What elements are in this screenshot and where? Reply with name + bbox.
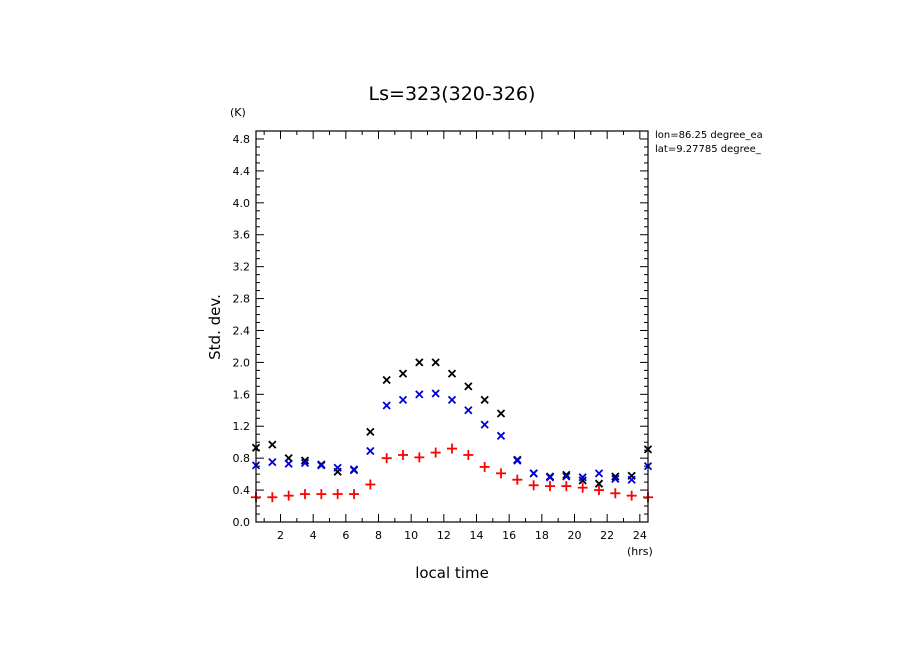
data-point [594,485,604,496]
data-point [577,482,588,493]
plot-frame [255,130,649,523]
data-point [382,375,391,385]
data-point [529,469,538,478]
data-point [480,420,489,429]
data-point [398,395,408,405]
data-point [447,443,457,454]
y-tick-label: 0.0 [233,516,251,529]
data-point [366,427,375,436]
data-point [480,395,489,405]
data-point [316,489,327,500]
data-point [333,463,342,472]
data-point [447,395,457,405]
data-point [268,440,277,449]
annotation-lon: lon=86.25 degree_ea [655,130,763,141]
data-point [349,489,359,500]
data-point [415,358,424,367]
y-tick-label: 4.0 [233,197,251,210]
data-point [431,389,440,398]
data-point [283,490,294,501]
x-tick-label: 12 [437,529,451,542]
marks-layer [251,358,653,503]
data-point [382,401,391,410]
y-tick-label: 4.4 [233,165,251,178]
data-point [431,358,440,367]
x-tick-label: 14 [470,529,484,542]
x-tick-label: 22 [600,529,614,542]
data-point [479,461,490,472]
data-point [381,453,392,464]
data-point [594,479,604,488]
y-tick-label: 0.4 [233,484,251,497]
x-tick-label: 10 [404,529,418,542]
data-point [513,456,522,465]
data-point [300,489,310,500]
data-point [610,488,621,499]
data-point [300,456,310,465]
data-point [332,489,343,500]
y-tick-label: 2.8 [233,293,251,306]
data-point [464,406,473,415]
data-point [463,449,474,460]
data-point [562,470,571,480]
x-tick-label: 8 [375,529,382,542]
data-point [611,472,620,481]
annotation-lat: lat=9.27785 degree_ [655,144,762,155]
y-unit-label: (K) [230,106,246,119]
data-point [447,369,457,378]
y-tick-label: 3.6 [233,229,251,242]
data-point [626,490,637,501]
data-point [545,473,555,482]
y-tick-label: 0.8 [233,452,251,465]
data-point [561,481,572,492]
data-point [578,473,587,482]
data-point [284,459,293,468]
x-axis-label: local time [415,564,489,582]
x-tick-label: 18 [535,529,549,542]
data-point [300,458,310,468]
x-tick-label: 16 [502,529,516,542]
x-tick-label: 4 [310,529,317,542]
data-point [414,452,425,463]
data-point [464,382,473,391]
data-point [496,468,506,479]
y-axis-label: Std. dev. [206,294,224,360]
y-tick-label: 4.8 [233,133,251,146]
data-point [430,447,441,458]
data-point [545,481,555,492]
data-point [512,474,523,485]
chart-title: Ls=323(320-326) [369,83,536,105]
data-point [562,472,571,481]
y-tick-label: 1.6 [233,388,251,401]
data-point [267,492,278,503]
data-point [594,469,604,478]
data-point [496,409,506,418]
y-tick-label: 2.0 [233,356,251,369]
data-point [578,476,587,485]
data-point [415,390,424,399]
data-point [496,431,506,440]
ticks-layer: 0.0 0.4 0.8 1.2 1.6 2.0 2.4 2.8 3.2 3.6 4.0 4.4 4.8 2… [233,130,648,542]
data-point [528,480,539,491]
x-tick-label: 20 [568,529,582,542]
x-tick-label: 2 [277,529,284,542]
data-point [627,475,636,484]
data-point [317,461,326,470]
data-point [349,465,359,474]
data-point [398,449,408,460]
y-tick-label: 3.2 [233,261,251,274]
data-point [366,446,375,456]
data-point [365,479,376,490]
y-tick-label: 1.2 [233,420,251,433]
data-point [268,458,277,467]
x-tick-label: 24 [633,529,647,542]
data-point [398,369,408,378]
x-tick-label: 6 [342,529,349,542]
y-tick-label: 2.4 [233,324,251,337]
x-unit-label: (hrs) [627,545,653,558]
data-point [611,474,620,484]
